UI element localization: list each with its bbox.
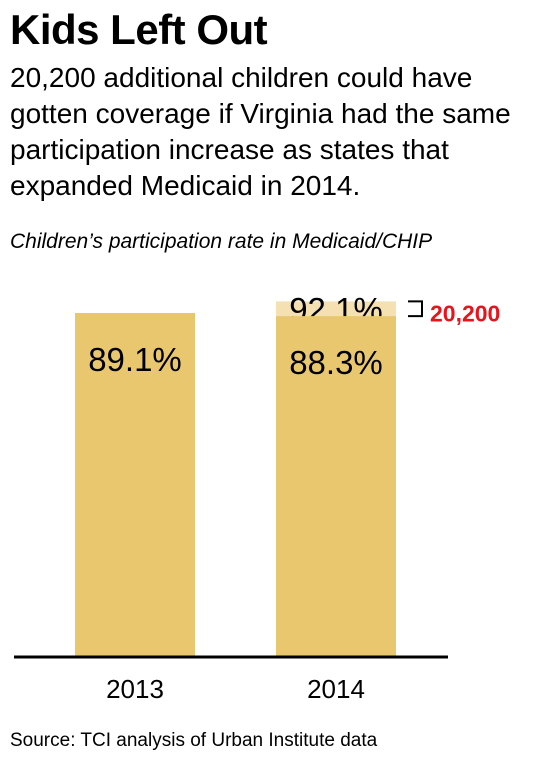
annotation-label: 20,200 [430, 300, 500, 326]
bar-2013 [75, 313, 195, 657]
bar-2014 [276, 316, 396, 657]
x-tick-2013: 2013 [106, 674, 164, 704]
bar-2014-potential [276, 301, 396, 317]
annotation-bracket [408, 300, 423, 318]
x-tick-2014: 2014 [307, 674, 365, 704]
source-note: Source: TCI analysis of Urban Institute … [10, 730, 378, 751]
chart-caption: Children’s participation rate in Medicai… [10, 230, 433, 253]
bar-label-2013: 89.1% [88, 341, 182, 378]
chart-subtitle: 20,200 additional children could have go… [10, 62, 511, 201]
chart-title: Kids Left Out [10, 6, 268, 53]
bar-label-2014: 88.3% [289, 344, 383, 381]
